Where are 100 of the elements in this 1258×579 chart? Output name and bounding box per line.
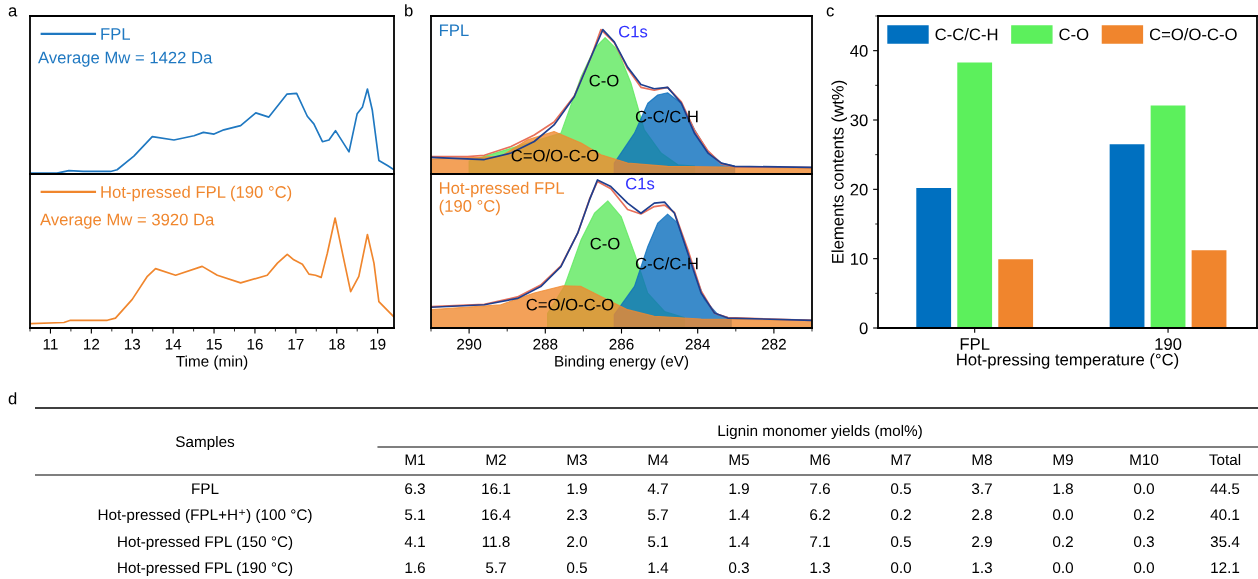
category-label: M1 (405, 454, 425, 465)
x-tick-label: 284 (685, 338, 710, 350)
text: 0.0 (1133, 483, 1155, 495)
legend-label: FPL (101, 28, 131, 40)
x-axis-title: Hot-pressing temperature (°C) (957, 353, 1179, 369)
text: 11.8 (482, 536, 510, 548)
text: 5.1 (647, 536, 668, 548)
text: 5.1 (404, 509, 425, 521)
y-axis-title: Elements contents (wt%) (831, 80, 847, 263)
text: Samples (175, 435, 235, 451)
x-tick-label: 11 (43, 338, 58, 350)
annotation: C-O (590, 237, 620, 250)
x-tick-label: 12 (84, 338, 100, 350)
text: c (826, 7, 834, 17)
text: a (8, 7, 18, 17)
y-tick-label: 20 (850, 183, 868, 196)
text: 12.1 (1211, 562, 1240, 573)
text: 1.8 (1053, 483, 1073, 495)
text: 1.6 (405, 562, 425, 574)
text: 3.7 (971, 483, 992, 495)
x-tick-label: 15 (206, 338, 222, 350)
text: 1.9 (567, 483, 587, 495)
category-label: Total (1209, 453, 1241, 466)
text: 0.5 (890, 483, 911, 495)
text: 1.4 (729, 536, 750, 547)
text: 16.1 (482, 483, 511, 495)
x-tick-label: 18 (329, 338, 345, 350)
text: 6.2 (810, 509, 830, 521)
text: Hot-pressed FPL (190 °C) (439, 181, 565, 216)
text: b (405, 4, 413, 17)
category-label: M5 (729, 454, 749, 466)
x-tick-label: 282 (761, 338, 786, 350)
text: 5.7 (647, 509, 668, 521)
text: 0.0 (890, 562, 912, 574)
category-label: M3 (567, 454, 587, 466)
text: Lignin monomer yields (mol%) (718, 424, 922, 440)
x-tick-label: 13 (124, 338, 141, 350)
text: 1.3 (810, 562, 830, 574)
text: 2.3 (567, 509, 587, 521)
text: 0.5 (890, 536, 911, 548)
category-label: M9 (1053, 454, 1073, 466)
text: 6.3 (405, 483, 425, 495)
text: Average Mw = 1422 Da (38, 51, 213, 67)
text: 5.7 (485, 562, 506, 574)
text: 44.5 (1210, 483, 1240, 495)
annotation: C=O/O-C-O (511, 149, 599, 162)
text: 2.8 (972, 509, 992, 521)
text: 1.4 (729, 509, 750, 520)
y-tick-label: 40 (850, 45, 868, 57)
text: 1.9 (729, 483, 749, 495)
category-label: M10 (1130, 454, 1159, 466)
legend-label: C=O/O-C-O (1149, 28, 1237, 41)
category-label: Hot-pressed (FPL+H⁺) (100 °C) (98, 508, 312, 524)
text: 7.1 (810, 536, 830, 547)
category-label: Hot-pressed FPL (190 °C) (118, 561, 293, 577)
text: 0.0 (1052, 562, 1074, 574)
annotation: C=O/O-C-O (526, 298, 614, 311)
x-axis-title: Time (min) (176, 355, 248, 370)
chart-title: FPL (439, 24, 469, 36)
x-tick-label: 16 (247, 338, 263, 350)
text: d (8, 392, 17, 405)
category-label: M7 (891, 454, 911, 465)
text: 0.3 (728, 562, 749, 574)
text: 16.4 (482, 509, 511, 521)
category-label: M4 (648, 454, 669, 465)
category-label: M2 (486, 454, 506, 465)
category-label: M8 (972, 454, 992, 466)
category-label: Hot-pressed FPL (150 °C) (118, 535, 293, 551)
annotation: C1s (626, 177, 655, 190)
text: 40.1 (1210, 509, 1240, 521)
x-tick-label: FPL (960, 338, 990, 350)
text: 4.7 (647, 483, 668, 494)
text: 4.1 (404, 536, 425, 547)
x-tick-label: 14 (165, 338, 182, 350)
annotation: C-O (589, 74, 619, 87)
x-tick-label: 286 (609, 338, 634, 350)
category-label: FPL (192, 483, 219, 494)
text: 0.2 (1052, 536, 1073, 548)
annotation: C1s (619, 25, 648, 38)
x-axis-title: Binding energy (eV) (555, 355, 689, 370)
text: 1.3 (972, 562, 992, 574)
text: 0.2 (1133, 509, 1154, 521)
text: 0.0 (1052, 509, 1074, 521)
text: 0.2 (890, 509, 911, 521)
legend-label: Hot-pressed FPL (190 °C) (101, 185, 292, 202)
y-tick-label: 30 (850, 114, 868, 127)
legend-label: C-C/C-H (935, 28, 998, 41)
x-tick-label: 17 (288, 338, 304, 350)
text: 0.5 (566, 562, 587, 574)
text: 7.6 (810, 483, 830, 495)
annotation: Average Mw = 3920 Da (40, 213, 215, 229)
y-tick-label: 0 (859, 322, 868, 335)
text: 0.3 (1133, 536, 1154, 548)
legend-label: C-O (1059, 28, 1089, 41)
x-tick-label: 190 (1155, 338, 1182, 350)
x-tick-label: 288 (533, 338, 558, 350)
text: 2.9 (972, 536, 992, 548)
text: 2.0 (567, 536, 588, 548)
text: 0.0 (1133, 562, 1155, 574)
category-label: M6 (810, 454, 830, 466)
